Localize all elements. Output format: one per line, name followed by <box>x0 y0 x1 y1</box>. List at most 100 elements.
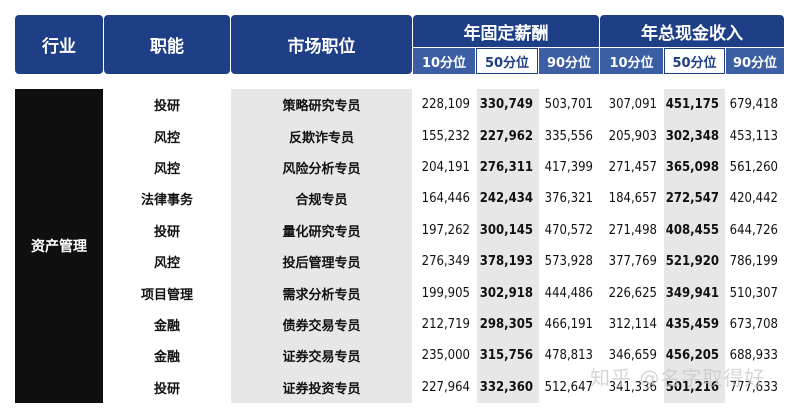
watermark-text: 知乎 @名字取得好 <box>590 366 766 390</box>
subheader-fixed-p90: 90分位 <box>539 48 599 74</box>
fixed-p50-cell: 330,749 <box>477 89 539 121</box>
cash-p90-cell: 561,260 <box>729 159 778 175</box>
cash-p50-cell: 349,941 <box>664 277 725 309</box>
fixed-p10-cell: 212,719 <box>421 316 470 332</box>
function-cell: 风控 <box>153 256 180 272</box>
function-cell: 金融 <box>153 318 180 334</box>
fixed-p10-cell: 199,905 <box>421 285 470 301</box>
position-cell: 风险分析专员 <box>231 151 412 184</box>
subheader-cash-p90: 90分位 <box>726 48 784 74</box>
fixed-p90-cell: 417,399 <box>544 159 593 175</box>
cash-p50-cell: 501,216 <box>664 371 725 403</box>
fixed-p10-cell: 155,232 <box>421 128 470 144</box>
cash-p50-cell: 272,547 <box>664 183 725 215</box>
industry-cell: 资产管理 <box>15 89 103 403</box>
table-row: 投研 量化研究专员 197,262 300,145 470,572 271,49… <box>104 214 784 246</box>
fixed-p90-cell: 470,572 <box>544 222 593 238</box>
subheader-cash-p10: 10分位 <box>600 48 663 74</box>
table-row: 风控 风险分析专员 204,191 276,311 417,399 271,45… <box>104 151 784 184</box>
cash-p10-cell: 271,498 <box>608 222 657 238</box>
cash-p90-cell: 786,199 <box>729 254 778 270</box>
position-cell: 投后管理专员 <box>231 246 412 278</box>
cash-p10-cell: 341,336 <box>608 379 657 395</box>
position-cell: 需求分析专员 <box>231 277 412 309</box>
cash-p90-cell: 679,418 <box>729 97 778 113</box>
fixed-p90-cell: 573,928 <box>544 254 593 270</box>
position-cell: 证券交易专员 <box>231 340 412 372</box>
cash-p10-cell: 307,091 <box>608 97 657 113</box>
function-cell: 金融 <box>153 350 180 366</box>
header-function: 职能 <box>104 15 230 74</box>
fixed-p90-cell: 335,556 <box>544 128 593 144</box>
table-row: 投研 策略研究专员 228,109 330,749 503,701 307,09… <box>104 89 784 121</box>
subheader-fixed-p10: 10分位 <box>413 48 475 74</box>
fixed-p50-cell: 300,145 <box>477 214 539 246</box>
cash-p10-cell: 205,903 <box>608 128 657 144</box>
header-total-cash: 年总现金收入 <box>600 15 784 47</box>
fixed-p10-cell: 197,262 <box>421 222 470 238</box>
function-cell: 投研 <box>153 99 180 115</box>
cash-p90-cell: 673,708 <box>729 316 778 332</box>
function-cell: 风控 <box>153 161 180 177</box>
position-cell: 债券交易专员 <box>231 308 412 341</box>
function-cell: 风控 <box>153 130 180 146</box>
cash-p90-cell: 644,726 <box>729 222 778 238</box>
fixed-p90-cell: 512,647 <box>544 379 593 395</box>
fixed-p10-cell: 227,964 <box>421 379 470 395</box>
fixed-p50-cell: 378,193 <box>477 246 539 278</box>
cash-p10-cell: 226,625 <box>608 285 657 301</box>
cash-p10-cell: 312,114 <box>608 316 657 332</box>
fixed-p90-cell: 376,321 <box>544 191 593 207</box>
fixed-p10-cell: 228,109 <box>421 97 470 113</box>
table-row: 法律事务 合规专员 164,446 242,434 376,321 184,65… <box>104 183 784 215</box>
header-industry: 行业 <box>15 15 103 74</box>
cash-p10-cell: 377,769 <box>608 254 657 270</box>
position-cell: 证券投资专员 <box>231 371 412 403</box>
fixed-p10-cell: 235,000 <box>421 348 470 364</box>
function-cell: 投研 <box>153 224 180 240</box>
cash-p90-cell: 777,633 <box>729 379 778 395</box>
table-row: 风控 反欺诈专员 155,232 227,962 335,556 205,903… <box>104 120 784 152</box>
header-fixed-salary: 年固定薪酬 <box>413 15 599 47</box>
table-row: 金融 债券交易专员 212,719 298,305 466,191 312,11… <box>104 308 784 341</box>
subheader-fixed-p50: 50分位 <box>476 48 538 74</box>
cash-p10-cell: 271,457 <box>608 159 657 175</box>
fixed-p90-cell: 478,813 <box>544 348 593 364</box>
fixed-p90-cell: 444,486 <box>544 285 593 301</box>
cash-p10-cell: 346,659 <box>608 348 657 364</box>
fixed-p50-cell: 298,305 <box>477 308 539 341</box>
function-cell: 投研 <box>153 381 180 397</box>
function-cell: 法律事务 <box>140 193 193 209</box>
position-cell: 策略研究专员 <box>231 89 412 121</box>
cash-p90-cell: 688,933 <box>729 348 778 364</box>
fixed-p50-cell: 227,962 <box>477 120 539 152</box>
position-cell: 合规专员 <box>231 183 412 215</box>
table-row: 金融 证券交易专员 235,000 315,756 478,813 346,65… <box>104 340 784 372</box>
fixed-p90-cell: 466,191 <box>544 316 593 332</box>
cash-p50-cell: 521,920 <box>664 246 725 278</box>
cash-p90-cell: 453,113 <box>729 128 778 144</box>
table-row: 投研 证券投资专员 227,964 332,360 512,647 341,33… <box>104 371 784 403</box>
fixed-p10-cell: 204,191 <box>421 159 470 175</box>
cash-p50-cell: 435,459 <box>664 308 725 341</box>
fixed-p50-cell: 242,434 <box>477 183 539 215</box>
fixed-p50-cell: 332,360 <box>477 371 539 403</box>
cash-p90-cell: 420,442 <box>729 191 778 207</box>
cash-p50-cell: 408,455 <box>664 214 725 246</box>
fixed-p50-cell: 302,918 <box>477 277 539 309</box>
fixed-p10-cell: 164,446 <box>421 191 470 207</box>
function-cell: 项目管理 <box>140 287 193 303</box>
header-position: 市场职位 <box>231 15 412 74</box>
fixed-p90-cell: 503,701 <box>544 97 593 113</box>
cash-p50-cell: 451,175 <box>664 89 725 121</box>
cash-p90-cell: 510,307 <box>729 285 778 301</box>
fixed-p50-cell: 315,756 <box>477 340 539 372</box>
cash-p50-cell: 365,098 <box>664 151 725 184</box>
table-row: 项目管理 需求分析专员 199,905 302,918 444,486 226,… <box>104 277 784 309</box>
cash-p50-cell: 456,205 <box>664 340 725 372</box>
fixed-p10-cell: 276,349 <box>421 254 470 270</box>
fixed-p50-cell: 276,311 <box>477 151 539 184</box>
subheader-cash-p50: 50分位 <box>664 48 725 74</box>
position-cell: 量化研究专员 <box>231 214 412 246</box>
table-row: 风控 投后管理专员 276,349 378,193 573,928 377,76… <box>104 246 784 278</box>
